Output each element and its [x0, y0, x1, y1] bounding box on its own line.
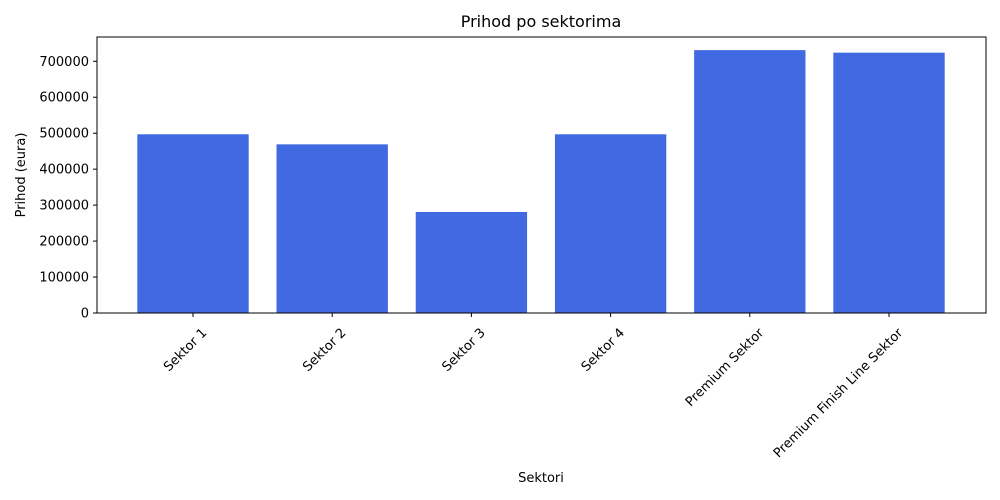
x-tick-label: Sektor 3: [439, 326, 488, 375]
bars-group: [137, 50, 945, 313]
plot-frame: [96, 36, 987, 314]
bar-2: [276, 144, 388, 313]
y-tick-label: 0: [81, 307, 89, 322]
y-tick-label: 300000: [39, 199, 89, 214]
x-tick-label: Premium Sektor: [683, 325, 768, 410]
y-tick-label: 700000: [39, 55, 89, 70]
x-axis-label: Sektori: [518, 471, 564, 486]
x-axis: Sektor 1 Sektor 2 Sektor 3 Sektor 4 Premium …: [161, 313, 907, 461]
y-tick-label: 100000: [39, 271, 89, 286]
x-tick-label: Sektor 1: [161, 326, 210, 375]
y-axis: 0 100000 200000 300000 400000 500000 600000 700…: [39, 55, 97, 322]
bar-1: [137, 134, 249, 313]
y-tick-label: 400000: [39, 163, 89, 178]
bar-6: [833, 52, 945, 313]
x-tick-label: Premium Finish Line Sektor: [771, 325, 907, 461]
x-tick-label: Sektor 2: [300, 326, 349, 375]
y-axis-label: Prihod (eura): [14, 133, 29, 218]
chart-title: Prihod po sektorima: [461, 12, 622, 31]
y-tick-label: 600000: [39, 91, 89, 106]
y-tick-label: 200000: [39, 235, 89, 250]
bar-5: [694, 50, 806, 313]
bar-4: [554, 134, 667, 313]
x-tick-label: Sektor 4: [579, 326, 628, 375]
y-tick-label: 500000: [39, 127, 89, 142]
bar-3: [415, 211, 528, 313]
